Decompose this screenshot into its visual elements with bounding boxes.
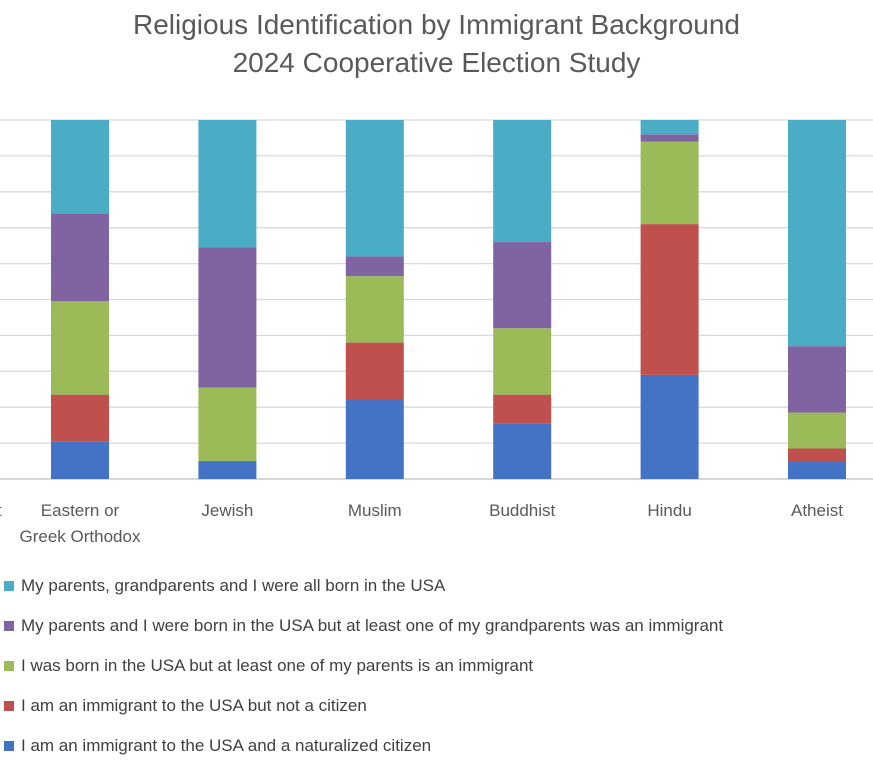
legend-swatch [4,581,14,591]
legend-label: I was born in the USA but at least one o… [21,656,534,675]
x-tick-label-clipped: t [0,501,2,520]
bar-segment [788,412,846,449]
x-tick-label: Hindu [647,501,691,520]
legend-label: My parents and I were born in the USA bu… [21,616,724,635]
bar-segment [198,461,257,479]
chart-legend: My parents, grandparents and I were all … [4,566,873,766]
legend-label: I am an immigrant to the USA and a natur… [21,736,432,755]
legend-swatch [4,621,14,631]
legend-item: I am an immigrant to the USA but not a c… [4,686,873,726]
bar-segment [51,441,109,479]
bar-segment [493,120,552,243]
bar-segment [493,328,552,395]
bar-segment [493,394,552,424]
bar-segment [788,461,846,479]
bar-segment [788,120,846,347]
bar-segment [345,120,404,257]
stacked-bar-chart: Eastern or Greek Orthodox Jewish Muslim Budd… [0,119,873,546]
legend-swatch [4,701,14,711]
x-tick-label: Greek Orthodox [20,527,141,546]
x-tick-label: Jewish [201,501,253,520]
x-tick-label: Eastern or [41,501,120,520]
legend-label: I am an immigrant to the USA but not a c… [21,696,367,715]
bar-segment [198,120,257,248]
bar-segment [640,134,699,142]
bar-segment [51,301,109,395]
bar-segment [640,141,699,225]
chart-title-block: Religious Identification by Immigrant Ba… [0,6,873,82]
x-tick-label: Atheist [791,501,843,520]
legend-item: My parents, grandparents and I were all … [4,566,873,606]
x-tick-label: Muslim [348,501,402,520]
chart-subtitle: 2024 Cooperative Election Study [232,47,641,78]
bar-segment [345,256,404,277]
bar-segment [493,242,552,329]
bar-segment [493,423,552,479]
x-tick-label: Buddhist [489,501,555,520]
bar-segment [51,120,109,214]
bar-segment [345,276,404,343]
bar-segment [788,346,846,413]
legend-label: My parents, grandparents and I were all … [21,576,446,595]
bar-segment [51,213,109,302]
bar-segment [788,448,846,462]
bar-segment [640,374,699,479]
bar-segment [198,387,257,462]
bar-segment [640,120,699,135]
legend-swatch [4,741,14,751]
bar-segment [51,394,109,442]
bar-segment [198,247,257,388]
bar-segment [640,224,699,375]
legend-item: I was born in the USA but at least one o… [4,646,873,686]
legend-item: My parents and I were born in the USA bu… [4,606,873,646]
bar-segment [345,400,404,479]
legend-item: I am an immigrant to the USA and a natur… [4,726,873,766]
chart-title: Religious Identification by Immigrant Ba… [133,9,740,40]
bar-segment [345,342,404,401]
legend-swatch [4,661,14,671]
